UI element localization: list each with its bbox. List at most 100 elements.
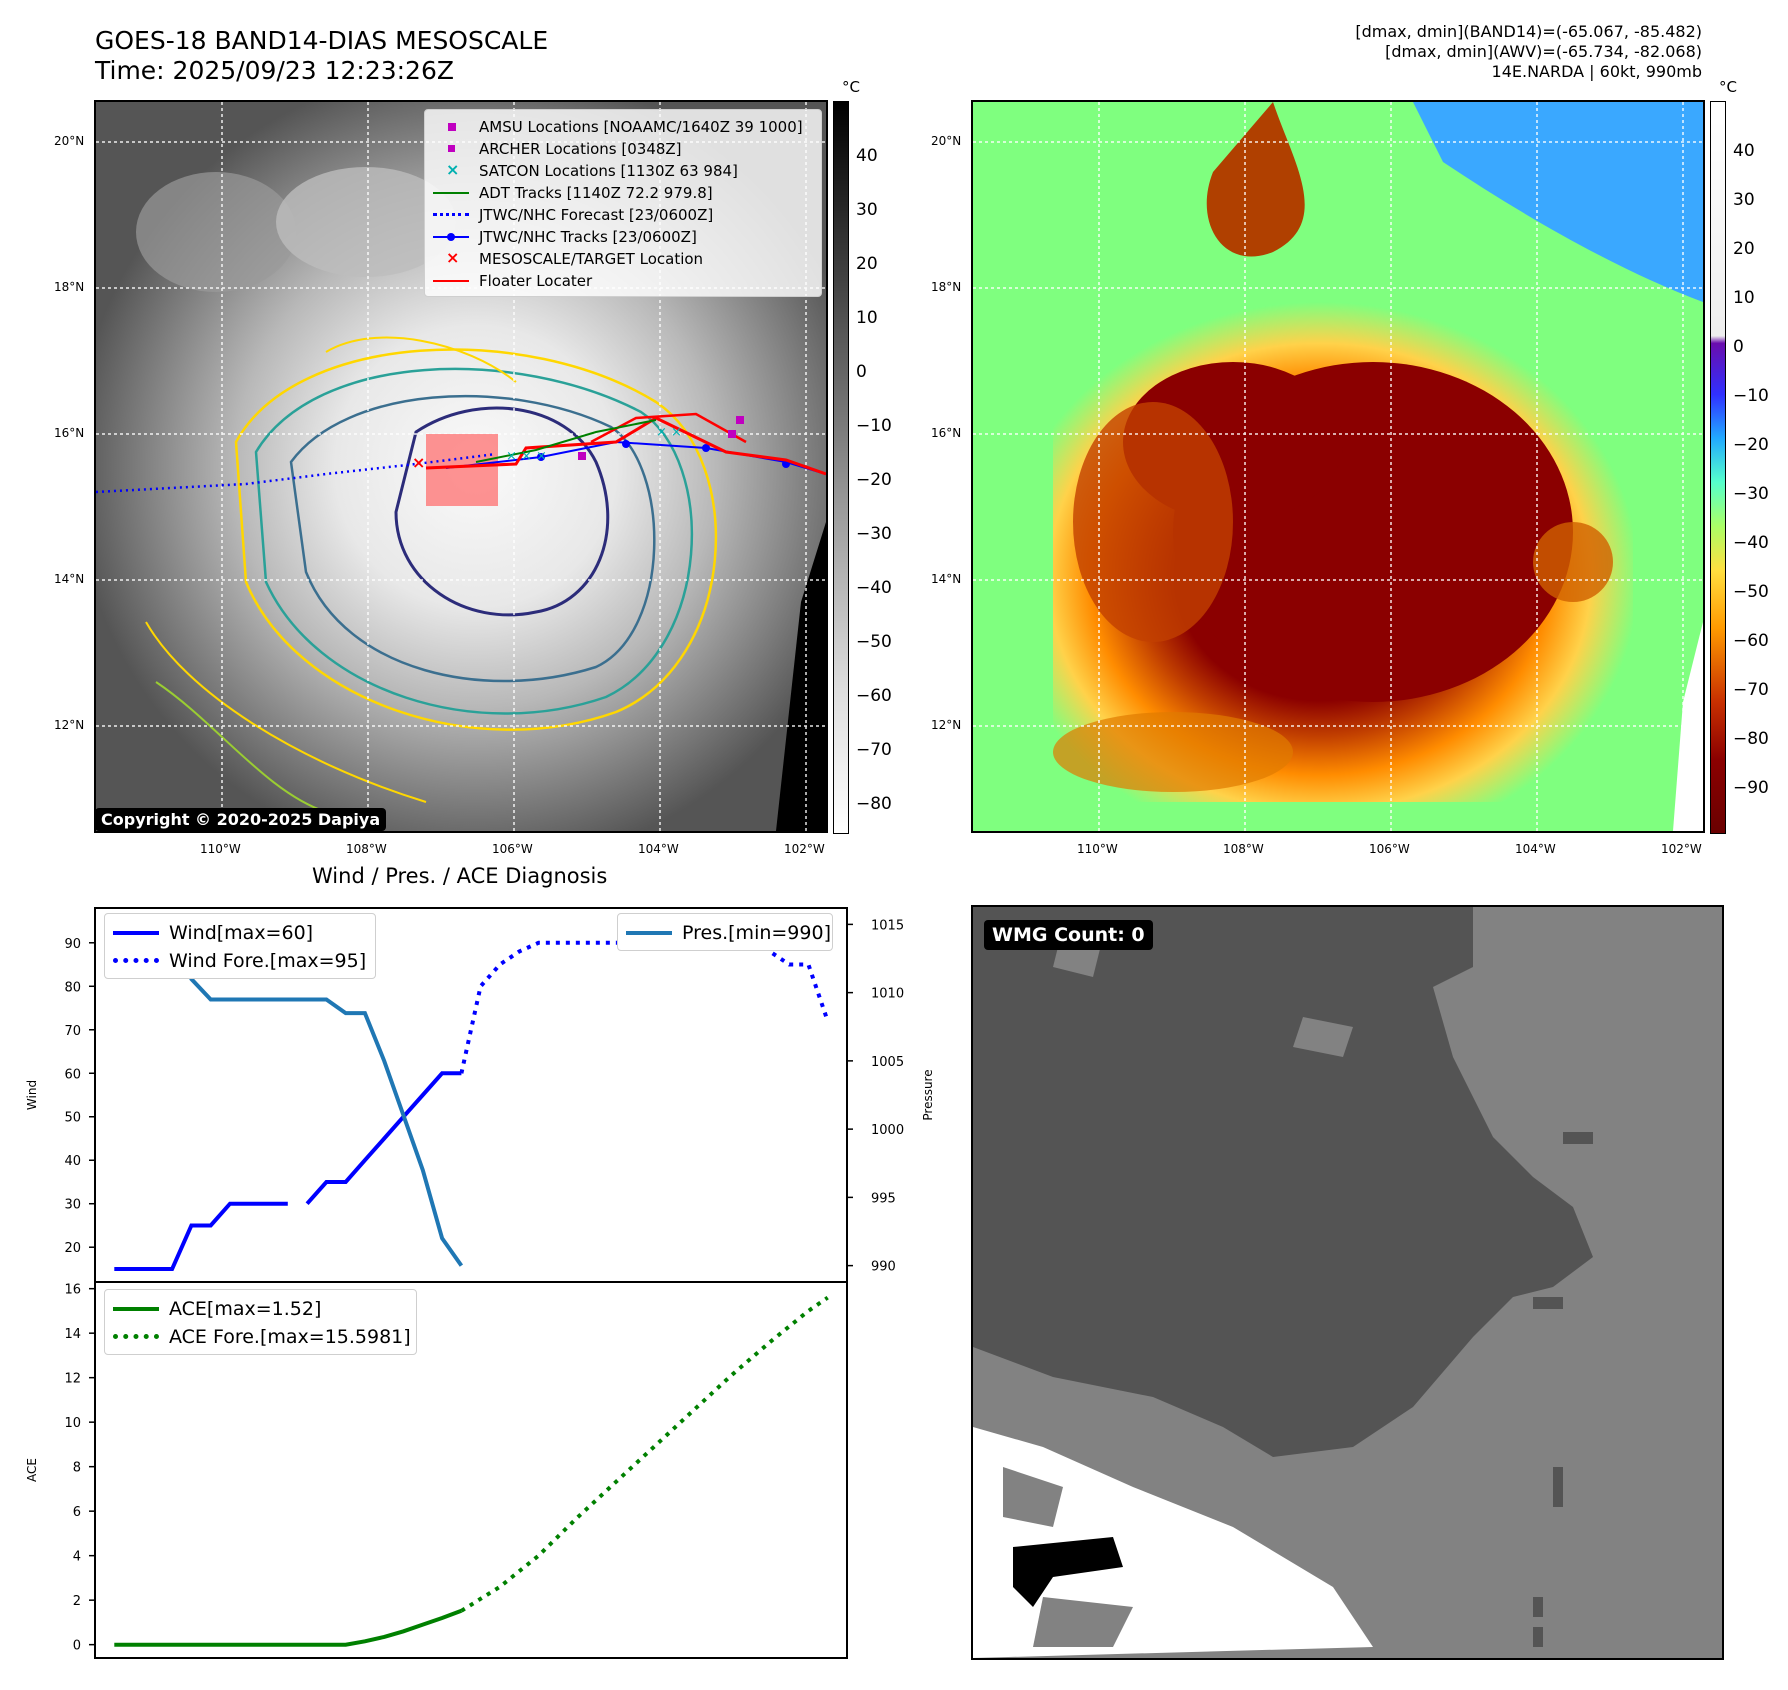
green-dotted-line-icon	[113, 1331, 159, 1343]
wind-ytick-label: 30	[64, 1198, 81, 1213]
lon-tick: 104°W	[1515, 842, 1556, 856]
ace-ytick-label: 0	[73, 1639, 81, 1654]
wind-axis-label: Wind	[25, 1080, 39, 1110]
wmg-count-badge: WMG Count: 0	[984, 920, 1153, 950]
lon-tick: 106°W	[1369, 842, 1410, 856]
lat-tick: 18°N	[931, 280, 962, 294]
blue-line-dot-icon	[433, 230, 469, 244]
series-line-wind-0	[114, 1201, 288, 1271]
legend-floater: Floater Locater	[433, 270, 813, 292]
ace-ytick-label: 6	[73, 1505, 81, 1520]
red-x-marker-icon: ×	[446, 248, 460, 267]
magenta-small-square-marker-icon	[433, 142, 469, 156]
legend-pressure: Pres.[min=990]	[626, 919, 831, 947]
wind-ytick-label: 50	[64, 1111, 81, 1126]
pressure-legend: Pres.[min=990]	[617, 913, 833, 951]
figure-title: GOES-18 BAND14-DIAS MESOSCALE	[95, 26, 549, 55]
wind-ytick-label: 40	[64, 1154, 81, 1169]
wind-ytick-label: 90	[64, 937, 81, 952]
blue-solid-line-icon	[113, 927, 159, 939]
wind-ytick-label: 80	[64, 980, 81, 995]
svg-text:×: ×	[412, 453, 425, 472]
lat-tick: 14°N	[931, 572, 962, 586]
legend-mesoscale: × MESOSCALE/TARGET Location	[433, 248, 813, 270]
awv-map-panel	[971, 100, 1705, 833]
red-line-icon	[433, 274, 469, 288]
pressure-ytick-label: 1000	[871, 1123, 904, 1138]
series-line-ace-1	[460, 1295, 829, 1613]
copyright-badge: Copyright © 2020-2025 Dapiya	[95, 808, 387, 831]
ace-ytick-label: 2	[73, 1594, 81, 1609]
svg-text:× × ×: × × ×	[506, 449, 547, 464]
wind-ytick-label: 70	[64, 1024, 81, 1039]
lat-tick: 12°N	[54, 718, 85, 732]
pressure-ytick-label: 1010	[871, 987, 904, 1002]
lat-tick: 18°N	[54, 280, 85, 294]
legend-satcon: × SATCON Locations [1130Z 63 984]	[433, 160, 813, 182]
lat-tick: 20°N	[54, 134, 85, 148]
map-legend: AMSU Locations [NOAAMC/1640Z 39 1000] AR…	[424, 109, 822, 297]
diagnosis-title: Wind / Pres. / ACE Diagnosis	[312, 864, 608, 888]
lon-tick: 102°W	[1661, 842, 1702, 856]
pressure-ytick-label: 1005	[871, 1055, 904, 1070]
lat-tick: 16°N	[54, 426, 85, 440]
lat-tick: 20°N	[931, 134, 962, 148]
ace-legend: ACE[max=1.52] ACE Fore.[max=15.5981]	[104, 1289, 417, 1355]
green-solid-line-icon	[113, 1303, 159, 1315]
wind-ytick-label: 60	[64, 1067, 81, 1082]
info-block: [dmax, dmin](BAND14)=(-65.067, -85.482) …	[1355, 22, 1702, 82]
ace-ytick-label: 10	[64, 1416, 81, 1431]
info-band14: [dmax, dmin](BAND14)=(-65.067, -85.482)	[1355, 22, 1702, 41]
legend-ace-forecast: ACE Fore.[max=15.5981]	[113, 1323, 411, 1351]
info-awv: [dmax, dmin](AWV)=(-65.734, -82.068)	[1385, 42, 1702, 61]
ace-ytick-label: 14	[64, 1327, 81, 1342]
ace-axes-frame	[94, 1281, 848, 1659]
colorbar-right	[1710, 101, 1726, 834]
magenta-square-marker-icon	[433, 120, 469, 134]
legend-amsu: AMSU Locations [NOAAMC/1640Z 39 1000]	[433, 116, 813, 138]
lon-tick: 110°W	[200, 842, 241, 856]
blue-dotted-line-icon	[433, 208, 469, 222]
legend-archer: ARCHER Locations [0348Z]	[433, 138, 813, 160]
legend-adt: ADT Tracks [1140Z 72.2 979.8]	[433, 182, 813, 204]
info-storm: 14E.NARDA | 60kt, 990mb	[1491, 62, 1702, 81]
pressure-axis-label: Pressure	[921, 1069, 935, 1120]
legend-tracks: JTWC/NHC Tracks [23/0600Z]	[433, 226, 813, 248]
colorbar-right-unit: °C	[1719, 78, 1737, 96]
ace-ytick-label: 4	[73, 1550, 81, 1565]
cyan-x-marker-icon: ×	[446, 160, 460, 179]
lon-tick: 102°W	[784, 842, 825, 856]
colorbar-left-unit: °C	[842, 78, 860, 96]
blue-dotted-line-icon	[113, 955, 159, 967]
lon-tick: 110°W	[1077, 842, 1118, 856]
legend-wind-forecast: Wind Fore.[max=95]	[113, 947, 367, 975]
lon-tick: 106°W	[492, 842, 533, 856]
lon-tick: 104°W	[638, 842, 679, 856]
lat-tick: 12°N	[931, 718, 962, 732]
series-line-ace-0	[114, 1608, 463, 1647]
ace-ytick-label: 8	[73, 1461, 81, 1476]
pressure-ytick-label: 990	[871, 1260, 896, 1275]
legend-wind: Wind[max=60]	[113, 919, 367, 947]
ace-plot: 0 2 4 6 8 10 12 14 16	[64, 1283, 829, 1654]
wmg-panel	[971, 905, 1724, 1660]
wind-ytick-label: 20	[64, 1241, 81, 1256]
wmg-image	[973, 907, 1722, 1658]
lat-tick: 16°N	[931, 426, 962, 440]
ace-ytick-label: 12	[64, 1372, 81, 1387]
series-line-wind-1	[305, 1071, 462, 1206]
pressure-ytick-label: 1015	[871, 918, 904, 933]
steelblue-line-icon	[626, 927, 672, 939]
legend-ace: ACE[max=1.52]	[113, 1295, 408, 1323]
lon-tick: 108°W	[346, 842, 387, 856]
lat-tick: 14°N	[54, 572, 85, 586]
green-line-icon	[433, 186, 469, 200]
colorbar-left	[833, 101, 849, 834]
figure-time: Time: 2025/09/23 12:23:26Z	[95, 56, 454, 85]
lon-tick: 108°W	[1223, 842, 1264, 856]
pressure-ytick-label: 995	[871, 1191, 896, 1206]
awv-map-image	[973, 102, 1703, 831]
svg-text:× ×: × ×	[656, 425, 682, 440]
ace-axis-label: ACE	[25, 1458, 39, 1482]
wind-legend: Wind[max=60] Wind Fore.[max=95]	[104, 913, 376, 979]
